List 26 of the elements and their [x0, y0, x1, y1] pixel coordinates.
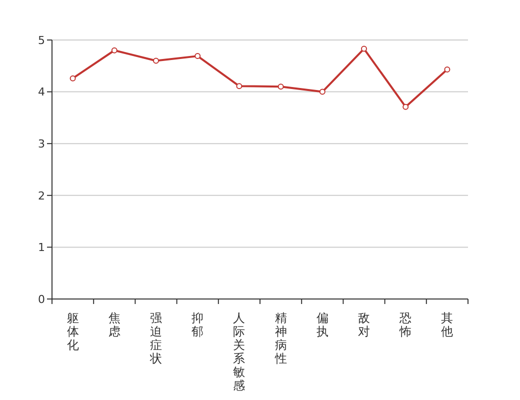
x-tick-label: 躯体化 — [66, 311, 79, 352]
x-tick-label: 偏执 — [316, 311, 328, 338]
x-tick-label: 恐怖 — [398, 311, 412, 338]
x-tick-label: 强迫症状 — [149, 311, 162, 366]
point — [153, 58, 159, 64]
y-tick-label: 4 — [38, 86, 45, 99]
x-tick-label: 抑郁 — [192, 311, 204, 338]
y-tick-label: 0 — [38, 292, 45, 306]
y-tick-label: 2 — [38, 189, 45, 202]
y-tick-label: 5 — [38, 34, 45, 47]
point — [236, 83, 242, 90]
x-tick-label: 其他 — [441, 311, 454, 338]
x-tick-label: 焦虑 — [108, 311, 120, 338]
point — [278, 84, 284, 90]
point — [319, 88, 326, 95]
y-tick-label: 3 — [38, 138, 45, 151]
point — [194, 53, 201, 60]
x-tick-label: 人际关系敏感 — [233, 311, 246, 392]
point — [70, 75, 76, 82]
point — [111, 47, 118, 54]
x-tick-label: 敌对 — [358, 311, 370, 338]
y-tick-label: 1 — [38, 241, 45, 254]
point — [444, 66, 450, 73]
point — [361, 46, 367, 52]
point — [402, 104, 409, 110]
x-tick-label: 精神病性 — [274, 311, 287, 366]
